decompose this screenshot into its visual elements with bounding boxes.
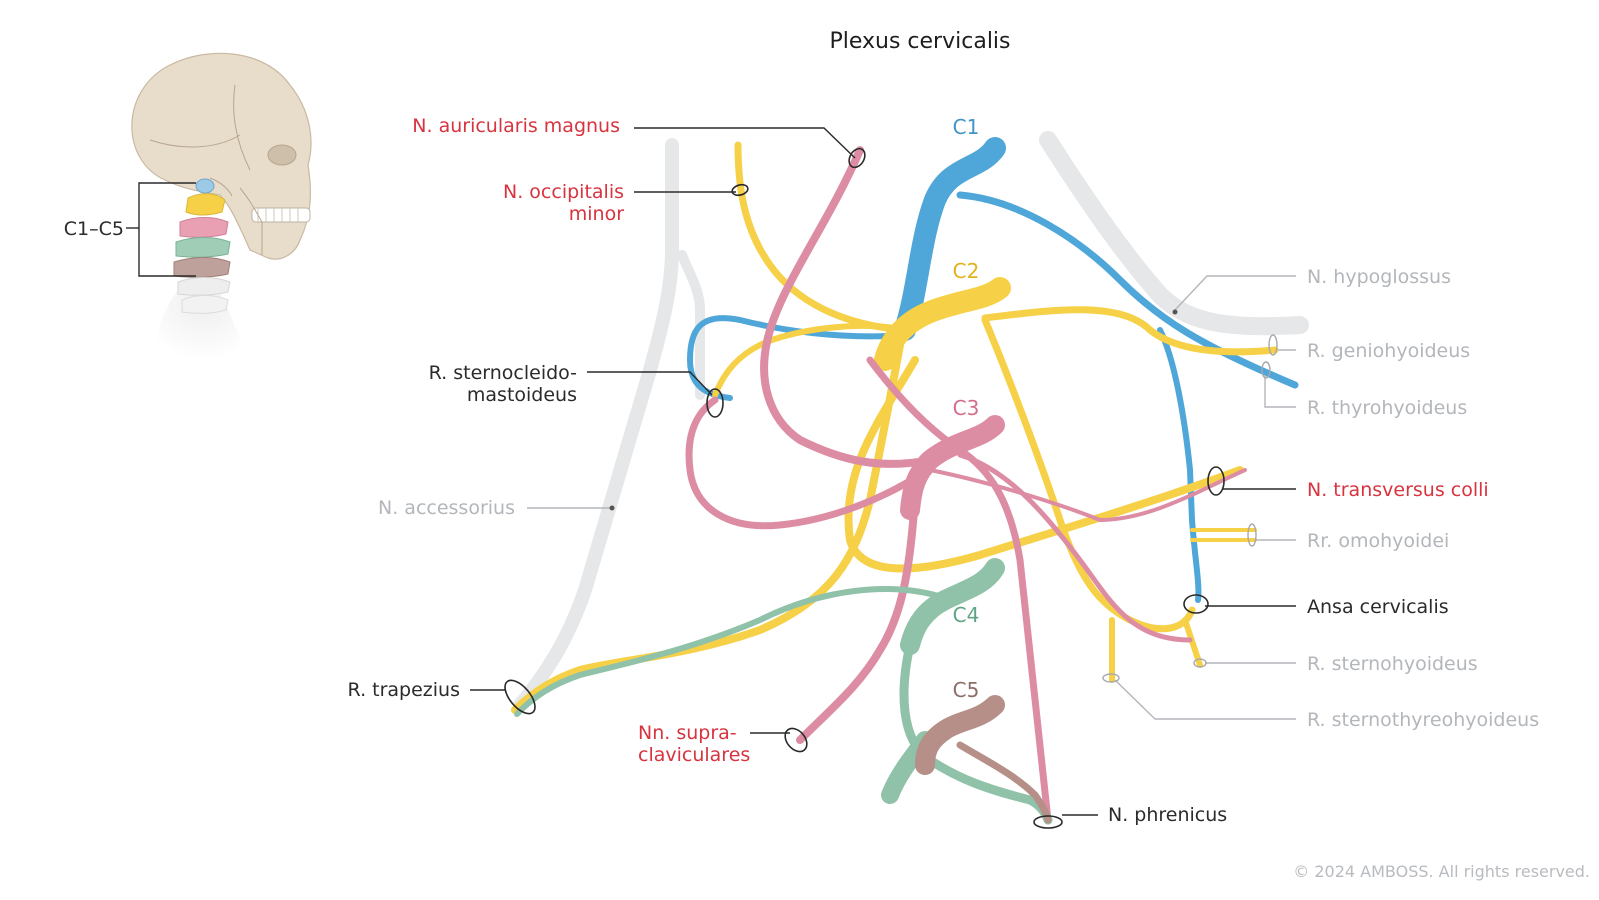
- label-sternocleidomastoideus-1: R. sternocleido-: [429, 362, 577, 384]
- label-sternothyreohyoideus: R. sternothyreohyoideus: [1307, 709, 1539, 731]
- nerve-c3-pink: [685, 146, 1247, 824]
- skull-inset: [131, 52, 312, 360]
- root-label-c3: C3: [953, 396, 980, 420]
- label-occipitalis-minor-2: minor: [569, 203, 624, 225]
- copyright-notice: © 2024 AMBOSS. All rights reserved.: [1293, 862, 1590, 881]
- nerve-c5-brown: [915, 695, 1052, 824]
- label-supraclaviculares-2: claviculares: [638, 744, 750, 766]
- leader-lines: [470, 127, 1296, 829]
- root-label-c2: C2: [953, 259, 980, 283]
- label-sternocleidomastoideus-2: mastoideus: [467, 384, 577, 406]
- root-label-c4: C4: [953, 603, 980, 627]
- inset-bracket: [126, 182, 196, 277]
- label-hypoglossus: N. hypoglossus: [1307, 266, 1451, 288]
- label-thyrohyoideus: R. thyrohyoideus: [1307, 397, 1467, 419]
- label-occipitalis-minor-1: N. occipitalis: [503, 181, 624, 203]
- label-accessorius: N. accessorius: [378, 497, 515, 519]
- label-supraclaviculares-1: Nn. supra-: [638, 722, 737, 744]
- label-omohyoidei: Rr. omohyoidei: [1307, 530, 1449, 552]
- label-geniohyoideus: R. geniohyoideus: [1307, 340, 1470, 362]
- nerve-c1-blue: [686, 137, 1299, 603]
- label-ansa-cervicalis: Ansa cervicalis: [1307, 596, 1449, 618]
- label-auricularis-magnus: N. auricularis magnus: [412, 115, 620, 137]
- inset-label: C1–C5: [64, 218, 124, 240]
- root-label-c5: C5: [953, 678, 980, 702]
- label-transversus-colli: N. transversus colli: [1307, 479, 1489, 501]
- label-trapezius: R. trapezius: [348, 679, 460, 701]
- root-label-c1: C1: [953, 115, 980, 139]
- label-sternohyoideus: R. sternohyoideus: [1307, 653, 1478, 675]
- diagram-title: Plexus cervicalis: [829, 29, 1010, 54]
- label-phrenicus: N. phrenicus: [1108, 804, 1227, 826]
- gray-nerves: [513, 131, 1309, 712]
